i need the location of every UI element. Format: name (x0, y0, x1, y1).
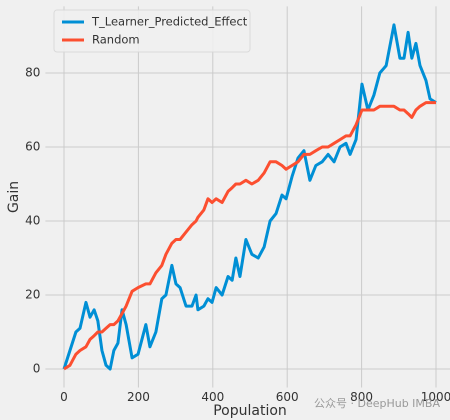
y-tick-label: 0 (33, 362, 41, 376)
x-tick-label: 0 (60, 390, 68, 404)
legend-label: Random (92, 33, 140, 47)
series-line (63, 101, 436, 371)
x-tick-label: 600 (276, 390, 299, 404)
legend-box (53, 9, 251, 53)
plot-area (45, 6, 450, 388)
x-tick-label: 1000 (421, 390, 450, 404)
y-tick-label: 20 (25, 288, 40, 302)
y-tick-label: 40 (25, 214, 40, 228)
x-tick-label: 200 (127, 390, 150, 404)
x-tick-label: 800 (350, 390, 373, 404)
y-axis-label: Gain (6, 181, 22, 213)
watermark: 公众号 · DeepHub IMBA (314, 397, 440, 410)
y-tick-label: 80 (25, 66, 40, 80)
series-line (62, 23, 437, 371)
legend-label: T_Learner_Predicted_Effect (91, 15, 248, 29)
x-tick-label: 400 (201, 390, 224, 404)
x-axis-label: Population (213, 403, 287, 419)
y-tick-label: 60 (25, 140, 40, 154)
